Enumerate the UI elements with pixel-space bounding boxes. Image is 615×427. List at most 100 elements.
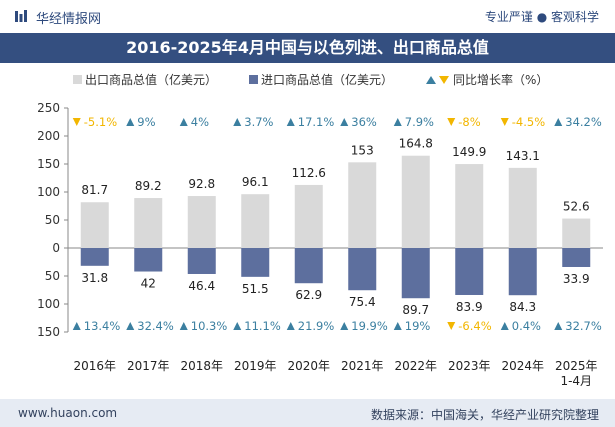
growth-value: 0.4% — [512, 319, 541, 333]
legend-growth-label: 同比增长率（%） — [453, 72, 548, 87]
y-tick-label: 50 — [45, 213, 60, 227]
growth-value: 13.4% — [84, 319, 121, 333]
up-triangle-icon — [554, 322, 563, 330]
chart-title: 2016-2025年4月中国与以色列进、出口商品总值 — [0, 33, 615, 63]
legend-down-triangle-icon — [439, 76, 449, 84]
import-growth-label: 19% — [393, 319, 431, 333]
legend-import-label: 进口商品总值（亿美元） — [261, 72, 393, 87]
logo-icon — [15, 10, 27, 22]
down-triangle-icon — [500, 118, 509, 126]
growth-value: 7.9% — [405, 115, 434, 129]
x-tick-label: 2019年 — [234, 359, 277, 373]
y-tick-label: 150 — [37, 157, 60, 171]
y-tick-label: 150 — [37, 325, 60, 339]
import-growth-label: 32.4% — [126, 319, 174, 333]
growth-value: 34.2% — [565, 115, 602, 129]
export-value-label: 89.2 — [135, 179, 162, 193]
x-tick-label: 2021年 — [341, 359, 384, 373]
import-bar — [134, 248, 163, 272]
up-triangle-icon — [126, 322, 135, 330]
x-tick-label: 2024年 — [501, 359, 544, 373]
growth-value: -5.1% — [84, 115, 117, 129]
export-growth-label: 7.9% — [393, 115, 434, 129]
export-bar — [401, 155, 430, 248]
export-growth-label: 3.7% — [233, 115, 274, 129]
up-triangle-icon — [179, 118, 188, 126]
export-value-label: 112.6 — [292, 166, 326, 180]
growth-value: 17.1% — [298, 115, 335, 129]
up-triangle-icon — [126, 118, 135, 126]
growth-value: -4.5% — [512, 115, 545, 129]
import-value-label: 33.9 — [563, 272, 590, 286]
export-bar — [508, 167, 537, 248]
legend-import-swatch — [249, 75, 258, 84]
up-triangle-icon — [393, 118, 402, 126]
export-value-label: 52.6 — [563, 200, 590, 214]
export-value-label: 153 — [351, 143, 374, 157]
up-triangle-icon — [500, 322, 509, 330]
import-bar — [187, 248, 216, 274]
import-value-label: 75.4 — [349, 295, 376, 309]
growth-value: -8% — [458, 115, 480, 129]
import-bar — [348, 248, 377, 291]
x-tick-label: 2016年 — [73, 359, 116, 373]
x-tick-label: 2025年 1-4月 — [555, 359, 598, 388]
growth-value: 4% — [191, 115, 209, 129]
down-triangle-icon — [447, 322, 456, 330]
legend: 出口商品总值（亿美元） 进口商品总值（亿美元） 同比增长率（%） — [73, 72, 548, 87]
up-triangle-icon — [179, 322, 188, 330]
export-growth-label: 34.2% — [554, 115, 602, 129]
x-tick-label: 2017年 — [127, 359, 170, 373]
export-growth-label: 9% — [126, 115, 156, 129]
up-triangle-icon — [72, 322, 81, 330]
x-tick-label: 2023年 — [448, 359, 491, 373]
down-triangle-icon — [72, 118, 81, 126]
up-triangle-icon — [233, 322, 242, 330]
import-value-label: 46.4 — [188, 279, 215, 293]
import-bar — [80, 248, 109, 266]
import-value-label: 62.9 — [295, 288, 322, 302]
up-triangle-icon — [286, 118, 295, 126]
chart: 出口商品总值（亿美元） 进口商品总值（亿美元） 同比增长率（%） 250 200 1… — [37, 72, 603, 388]
growth-value: 32.4% — [137, 319, 174, 333]
y-tick-label: 50 — [45, 269, 60, 283]
down-triangle-icon — [447, 118, 456, 126]
growth-value: -6.4% — [458, 319, 491, 333]
footer: www.huaon.com 数据来源：中国海关，华经产业研究院整理 — [0, 399, 615, 427]
import-value-label: 42 — [141, 277, 156, 291]
growth-value: 36% — [351, 115, 377, 129]
import-value-label: 31.8 — [81, 271, 108, 285]
import-growth-label: 19.9% — [340, 319, 388, 333]
up-triangle-icon — [233, 118, 242, 126]
growth-value: 32.7% — [565, 319, 602, 333]
data-source: 数据来源：中国海关，华经产业研究院整理 — [370, 408, 599, 422]
export-bar — [80, 202, 109, 248]
import-value-label: 83.9 — [456, 300, 483, 314]
import-growth-label: 10.3% — [179, 319, 228, 333]
y-tick-label: 200 — [37, 129, 60, 143]
import-value-label: 89.7 — [402, 303, 429, 317]
up-triangle-icon — [340, 118, 349, 126]
export-value-label: 81.7 — [81, 183, 108, 197]
export-growth-label: 36% — [340, 115, 377, 129]
legend-up-triangle-icon — [426, 76, 436, 84]
y-tick-label: 0 — [52, 241, 60, 255]
website-link[interactable]: www.huaon.com — [18, 406, 118, 420]
import-value-label: 84.3 — [509, 300, 536, 314]
import-growth-label: 21.9% — [286, 319, 334, 333]
brand-name: 华经情报网 — [36, 12, 102, 27]
export-bar — [562, 218, 591, 248]
x-tick-label: 2018年 — [180, 359, 223, 373]
y-tick-label: 100 — [37, 297, 60, 311]
export-value-label: 96.1 — [242, 175, 269, 189]
growth-value: 19.9% — [351, 319, 388, 333]
import-growth-label: 32.7% — [554, 319, 602, 333]
up-triangle-icon — [340, 322, 349, 330]
growth-value: 19% — [405, 319, 431, 333]
growth-value: 10.3% — [191, 319, 228, 333]
y-tick-label: 100 — [37, 185, 60, 199]
import-growth-label: 13.4% — [72, 319, 121, 333]
import-growth-label: 0.4% — [500, 319, 541, 333]
growth-value: 11.1% — [244, 319, 281, 333]
import-bar — [241, 248, 270, 277]
